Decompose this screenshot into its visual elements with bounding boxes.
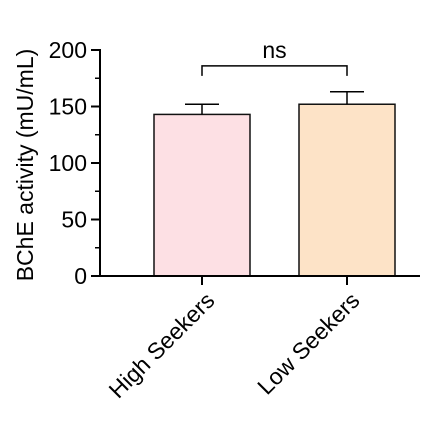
bar-low-seekers (298, 103, 396, 277)
x-category-label: Low Seekers (252, 287, 364, 399)
significance-bracket (201, 65, 348, 76)
x-category-label: High Seekers (104, 287, 220, 403)
y-tick-label: 50 (61, 207, 87, 233)
y-axis-title: BChE activity (mU/mL) (12, 49, 38, 282)
bar-high-seekers (153, 113, 251, 277)
y-tick-label: 150 (49, 94, 87, 120)
marks-layer (153, 65, 396, 277)
y-tick-label: 100 (49, 150, 87, 176)
y-tick-label: 200 (49, 37, 87, 63)
significance-label: ns (262, 37, 286, 63)
y-tick-label: 0 (74, 263, 87, 289)
ticks-layer (91, 49, 348, 285)
